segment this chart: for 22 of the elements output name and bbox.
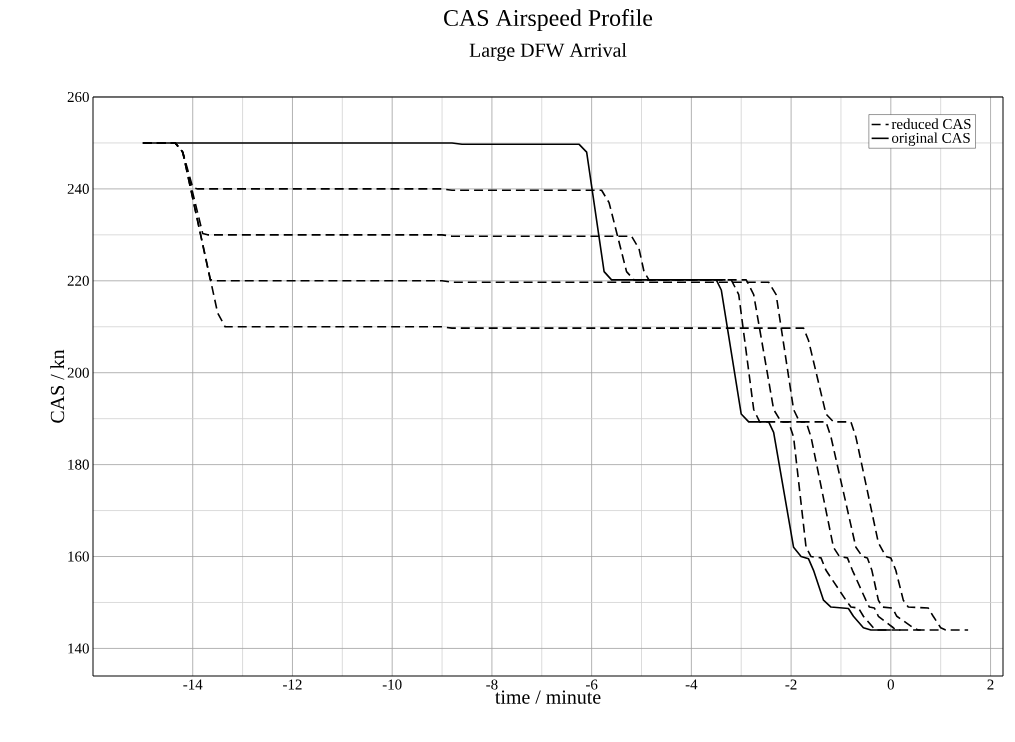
x-tick-label: -8: [486, 679, 498, 690]
x-tick-label: -10: [382, 679, 402, 690]
x-tick-label: 2: [987, 679, 994, 690]
y-tick-label: 140: [68, 643, 89, 654]
y-tick-label: 160: [68, 551, 89, 562]
y-tick-label: 220: [67, 275, 89, 286]
x-tick-label: 0: [887, 679, 894, 690]
x-tick-label: -14: [183, 679, 203, 690]
x-tick-label: -6: [585, 679, 598, 690]
chart-title: CAS Airspeed Profile: [444, 9, 653, 31]
y-tick-label: 240: [67, 183, 89, 194]
chart-subtitle: Large DFW Arrival: [469, 42, 627, 62]
y-tick-label: 180: [68, 459, 89, 470]
y-axis-title: CAS / kn: [50, 349, 65, 423]
y-tick-label: 260: [67, 91, 89, 103]
x-tick-label: -12: [283, 679, 302, 690]
y-tick-label: 200: [67, 367, 89, 378]
x-tick-label: -2: [785, 679, 797, 690]
x-tick-label: -4: [685, 679, 698, 690]
legend-label: reduced CAS: [891, 118, 971, 130]
legend-label: original CAS: [891, 132, 970, 146]
x-axis-title: time / minute: [495, 690, 601, 704]
